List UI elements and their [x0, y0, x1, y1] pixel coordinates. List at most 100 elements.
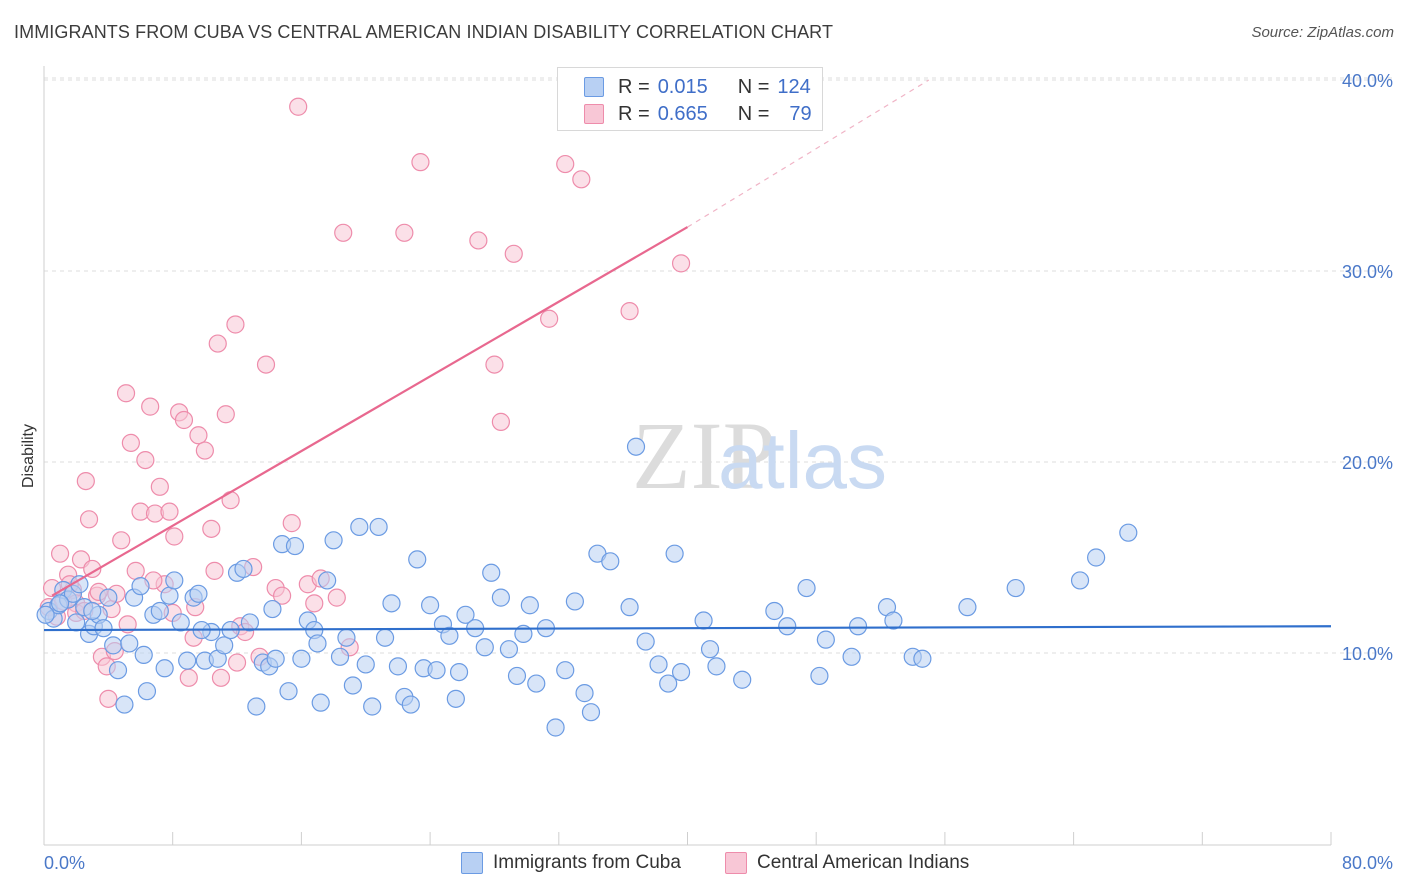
watermark-zip: ZIP [632, 402, 776, 509]
data-point-central-american-indians [282, 514, 301, 533]
legend-swatch-blue [584, 77, 604, 97]
data-point-central-american-indians [411, 153, 430, 172]
data-point-immigrants-from-cuba [401, 695, 420, 714]
data-point-immigrants-from-cuba [382, 594, 401, 613]
data-point-immigrants-from-cuba [308, 634, 327, 653]
data-point-immigrants-from-cuba [292, 649, 311, 668]
bottom-legend-label: Central American Indians [757, 852, 970, 873]
data-point-central-american-indians [226, 315, 245, 334]
data-point-immigrants-from-cuba [234, 559, 253, 579]
legend-n-label: N = [737, 75, 770, 98]
data-point-immigrants-from-cuba [171, 613, 190, 632]
data-point-central-american-indians [327, 588, 346, 607]
data-point-immigrants-from-cuba [50, 594, 70, 613]
data-point-immigrants-from-cuba [601, 552, 620, 571]
data-point-central-american-indians [208, 334, 227, 353]
data-point-immigrants-from-cuba [659, 674, 678, 693]
data-point-immigrants-from-cuba [330, 647, 350, 666]
data-point-immigrants-from-cuba [375, 628, 395, 647]
bottom-legend-label: Immigrants from Cuba [493, 852, 681, 873]
data-point-immigrants-from-cuba [1006, 578, 1025, 598]
data-point-immigrants-from-cuba [475, 638, 494, 657]
data-point-immigrants-from-cuba [842, 647, 861, 666]
data-point-central-american-indians [572, 170, 591, 189]
data-point-central-american-indians [205, 561, 224, 580]
axes [43, 66, 1332, 846]
data-point-central-american-indians [141, 397, 160, 416]
data-point-immigrants-from-cuba [350, 517, 369, 537]
data-point-immigrants-from-cuba [707, 657, 726, 676]
data-point-immigrants-from-cuba [369, 517, 388, 537]
trend-lines [43, 79, 1332, 632]
data-point-immigrants-from-cuba [1087, 548, 1106, 567]
data-point-central-american-indians [136, 450, 155, 470]
data-point-central-american-indians [116, 384, 136, 403]
data-point-central-american-indians [76, 472, 95, 491]
data-point-immigrants-from-cuba [456, 605, 475, 624]
data-point-immigrants-from-cuba [575, 684, 594, 703]
data-point-central-american-indians [395, 223, 414, 242]
data-point-immigrants-from-cuba [108, 661, 128, 680]
data-point-central-american-indians [189, 426, 208, 445]
data-point-central-american-indians [469, 231, 488, 250]
data-point-central-american-indians [227, 653, 247, 672]
data-point-immigrants-from-cuba [427, 661, 446, 680]
data-point-immigrants-from-cuba [694, 611, 713, 630]
y-axis-title: Disability [20, 424, 37, 488]
data-point-immigrants-from-cuba [446, 689, 465, 708]
data-point-immigrants-from-cuba [318, 571, 337, 590]
data-point-immigrants-from-cuba [958, 598, 977, 617]
data-point-immigrants-from-cuba [215, 636, 234, 655]
watermark-atlas: atlas [718, 416, 887, 505]
data-point-central-american-indians [216, 405, 235, 424]
data-point-central-american-indians [305, 594, 324, 613]
bottom-legend-cai[interactable]: Central American Indians [725, 852, 969, 874]
data-point-immigrants-from-cuba [150, 601, 169, 621]
data-point-central-american-indians [112, 531, 131, 550]
data-point-immigrants-from-cuba [165, 571, 184, 590]
series-central-american-indians [39, 97, 691, 708]
data-point-immigrants-from-cuba [649, 655, 668, 674]
data-point-immigrants-from-cuba [636, 632, 655, 651]
legend-n-value: 79 [789, 102, 812, 125]
data-point-central-american-indians [79, 510, 99, 529]
data-point-immigrants-from-cuba [440, 626, 459, 645]
y-tick-label: 10.0% [1342, 644, 1393, 664]
data-point-central-american-indians [126, 561, 145, 580]
bottom-legend-swatch-pink [725, 852, 747, 874]
data-point-immigrants-from-cuba [499, 640, 519, 659]
data-point-immigrants-from-cuba [115, 695, 134, 714]
data-point-immigrants-from-cuba [527, 674, 546, 693]
y-tick-label: 40.0% [1342, 71, 1393, 91]
series-immigrants-from-cuba [36, 437, 1138, 737]
source-credit: Source: ZipAtlas.com [1251, 24, 1394, 41]
legend-n-value: 124 [777, 75, 811, 98]
data-point-immigrants-from-cuba [279, 682, 298, 701]
x-tick-label-max: 80.0% [1342, 853, 1393, 873]
data-point-central-american-indians [620, 302, 639, 321]
data-point-immigrants-from-cuba [700, 640, 720, 659]
data-point-immigrants-from-cuba [134, 645, 153, 665]
data-point-immigrants-from-cuba [189, 584, 208, 603]
data-point-central-american-indians [485, 355, 504, 374]
data-point-immigrants-from-cuba [311, 693, 330, 712]
data-point-immigrants-from-cuba [178, 651, 197, 670]
data-point-central-american-indians [121, 433, 140, 452]
data-point-immigrants-from-cuba [733, 670, 752, 689]
data-point-immigrants-from-cuba [337, 628, 356, 647]
data-point-immigrants-from-cuba [94, 619, 113, 638]
data-point-immigrants-from-cuba [120, 634, 139, 653]
legend-row-cai: R = 0.665 N = 79 [558, 101, 812, 127]
data-point-immigrants-from-cuba [266, 649, 285, 668]
bottom-legend-cuba[interactable]: Immigrants from Cuba [461, 852, 681, 874]
legend-r-value: 0.665 [657, 102, 708, 125]
data-point-central-american-indians [50, 544, 70, 563]
y-tick-label: 30.0% [1342, 262, 1393, 282]
data-point-central-american-indians [118, 615, 137, 634]
data-point-immigrants-from-cuba [491, 588, 510, 607]
data-point-immigrants-from-cuba [131, 577, 150, 596]
data-point-immigrants-from-cuba [482, 563, 501, 582]
data-point-immigrants-from-cuba [285, 536, 305, 556]
data-point-immigrants-from-cuba [626, 437, 646, 456]
data-point-immigrants-from-cuba [356, 655, 375, 674]
